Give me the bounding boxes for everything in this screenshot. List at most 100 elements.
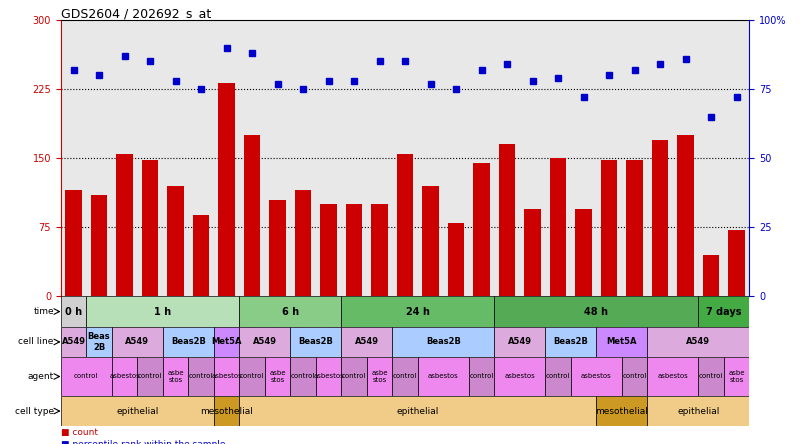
Bar bbox=[371, 204, 388, 296]
Text: epithelial: epithelial bbox=[116, 407, 159, 416]
Bar bbox=[601, 160, 617, 296]
Text: GSM139643: GSM139643 bbox=[377, 304, 382, 346]
Bar bbox=[239, 357, 265, 396]
Bar bbox=[647, 357, 698, 396]
Bar bbox=[418, 357, 469, 396]
Text: asbe
stos: asbe stos bbox=[728, 370, 744, 383]
Text: Beas2B: Beas2B bbox=[553, 337, 588, 346]
Bar bbox=[626, 160, 643, 296]
Text: GSM139646: GSM139646 bbox=[70, 304, 76, 346]
Text: 7 days: 7 days bbox=[706, 306, 741, 317]
Bar bbox=[163, 327, 214, 357]
Bar bbox=[448, 222, 464, 296]
Text: GSM139666: GSM139666 bbox=[606, 304, 612, 346]
Text: control: control bbox=[138, 373, 162, 380]
Bar bbox=[703, 255, 719, 296]
Bar bbox=[367, 357, 392, 396]
Bar bbox=[494, 327, 545, 357]
Bar bbox=[188, 357, 214, 396]
Bar bbox=[163, 357, 188, 396]
Text: 24 h: 24 h bbox=[406, 306, 429, 317]
Text: asbestos: asbestos bbox=[581, 373, 612, 380]
Text: Beas2B: Beas2B bbox=[426, 337, 461, 346]
Text: asbe
stos: asbe stos bbox=[167, 370, 184, 383]
Bar bbox=[86, 327, 112, 357]
Text: mesothelial: mesothelial bbox=[595, 407, 648, 416]
Text: asbestos: asbestos bbox=[505, 373, 535, 380]
Text: A549: A549 bbox=[355, 337, 379, 346]
Bar bbox=[652, 140, 668, 296]
Text: asbestos: asbestos bbox=[428, 373, 458, 380]
Text: GSM139667: GSM139667 bbox=[632, 304, 637, 346]
Text: 48 h: 48 h bbox=[584, 306, 608, 317]
Bar bbox=[116, 154, 133, 296]
Text: Beas
2B: Beas 2B bbox=[87, 332, 110, 352]
Text: agent: agent bbox=[28, 372, 53, 381]
Bar bbox=[596, 396, 647, 426]
Bar bbox=[494, 296, 698, 327]
Text: control: control bbox=[291, 373, 315, 380]
Bar bbox=[137, 357, 163, 396]
Text: control: control bbox=[189, 373, 213, 380]
Bar bbox=[469, 357, 494, 396]
Bar bbox=[397, 154, 413, 296]
Text: GSM139645: GSM139645 bbox=[530, 304, 535, 346]
Text: GSM139661: GSM139661 bbox=[198, 304, 204, 346]
Bar bbox=[647, 396, 749, 426]
Text: 1 h: 1 h bbox=[154, 306, 171, 317]
Text: GSM139760: GSM139760 bbox=[224, 304, 229, 346]
Text: GSM139669: GSM139669 bbox=[249, 304, 255, 346]
Bar bbox=[728, 230, 744, 296]
Text: asbe
stos: asbe stos bbox=[269, 370, 286, 383]
Text: GSM139656: GSM139656 bbox=[428, 304, 433, 346]
Text: asbestos: asbestos bbox=[211, 373, 242, 380]
Text: asbestos: asbestos bbox=[658, 373, 688, 380]
Text: GSM139648: GSM139648 bbox=[300, 304, 306, 346]
Text: GSM139647: GSM139647 bbox=[147, 304, 153, 346]
Text: GSM139642: GSM139642 bbox=[708, 304, 714, 346]
Text: ■ percentile rank within the sample: ■ percentile rank within the sample bbox=[61, 440, 225, 444]
Text: Beas2B: Beas2B bbox=[171, 337, 206, 346]
Bar bbox=[218, 83, 235, 296]
Bar bbox=[142, 160, 158, 296]
Text: epithelial: epithelial bbox=[397, 407, 439, 416]
Bar bbox=[622, 357, 647, 396]
Text: epithelial: epithelial bbox=[677, 407, 719, 416]
Bar bbox=[239, 327, 290, 357]
Bar bbox=[494, 357, 545, 396]
Text: A549: A549 bbox=[686, 337, 710, 346]
Text: control: control bbox=[342, 373, 366, 380]
Text: mesothelial: mesothelial bbox=[200, 407, 253, 416]
Bar bbox=[647, 327, 749, 357]
Bar bbox=[346, 204, 362, 296]
Text: GSM139652: GSM139652 bbox=[555, 304, 561, 346]
Bar bbox=[698, 296, 749, 327]
Text: Met5A: Met5A bbox=[211, 337, 241, 346]
Text: A549: A549 bbox=[126, 337, 149, 346]
Bar bbox=[571, 357, 622, 396]
Bar bbox=[214, 357, 239, 396]
Bar bbox=[239, 396, 596, 426]
Bar bbox=[61, 396, 214, 426]
Bar bbox=[61, 357, 112, 396]
Bar bbox=[112, 357, 137, 396]
Text: ■ count: ■ count bbox=[61, 428, 98, 437]
Text: GSM139640: GSM139640 bbox=[122, 304, 127, 346]
Bar bbox=[316, 357, 341, 396]
Bar bbox=[320, 204, 337, 296]
Text: control: control bbox=[393, 373, 417, 380]
Text: control: control bbox=[699, 373, 723, 380]
Bar bbox=[524, 209, 541, 296]
Bar bbox=[295, 190, 311, 296]
Text: cell type: cell type bbox=[15, 407, 53, 416]
Text: GSM139654: GSM139654 bbox=[173, 304, 178, 346]
Text: Met5A: Met5A bbox=[607, 337, 637, 346]
Bar bbox=[545, 327, 596, 357]
Text: GSM139659: GSM139659 bbox=[581, 304, 586, 346]
Text: cell line: cell line bbox=[19, 337, 53, 346]
Text: GSM139649: GSM139649 bbox=[734, 304, 740, 346]
Text: GSM139664: GSM139664 bbox=[479, 304, 484, 346]
Text: control: control bbox=[546, 373, 570, 380]
Bar bbox=[499, 144, 515, 296]
Text: asbestos: asbestos bbox=[313, 373, 344, 380]
